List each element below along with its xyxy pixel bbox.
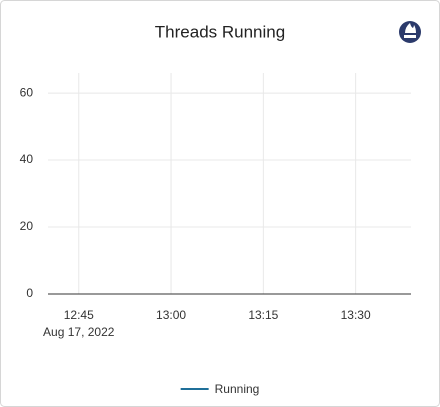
x-tick-label: 13:15 — [248, 308, 278, 322]
legend-label: Running — [215, 382, 260, 396]
y-tick-label: 40 — [20, 152, 34, 166]
y-tick-label: 60 — [20, 85, 34, 99]
x-tick-label: 13:30 — [341, 308, 371, 322]
chart-title: Threads Running — [155, 22, 285, 41]
source-icon[interactable] — [399, 21, 421, 43]
icon-flame — [404, 23, 416, 38]
x-tick-label: 13:00 — [156, 308, 186, 322]
y-tick-label: 0 — [26, 286, 33, 300]
x-tick-label: 12:45 — [64, 308, 94, 322]
x-date-label: Aug 17, 2022 — [43, 325, 115, 339]
y-tick-label: 20 — [20, 219, 34, 233]
